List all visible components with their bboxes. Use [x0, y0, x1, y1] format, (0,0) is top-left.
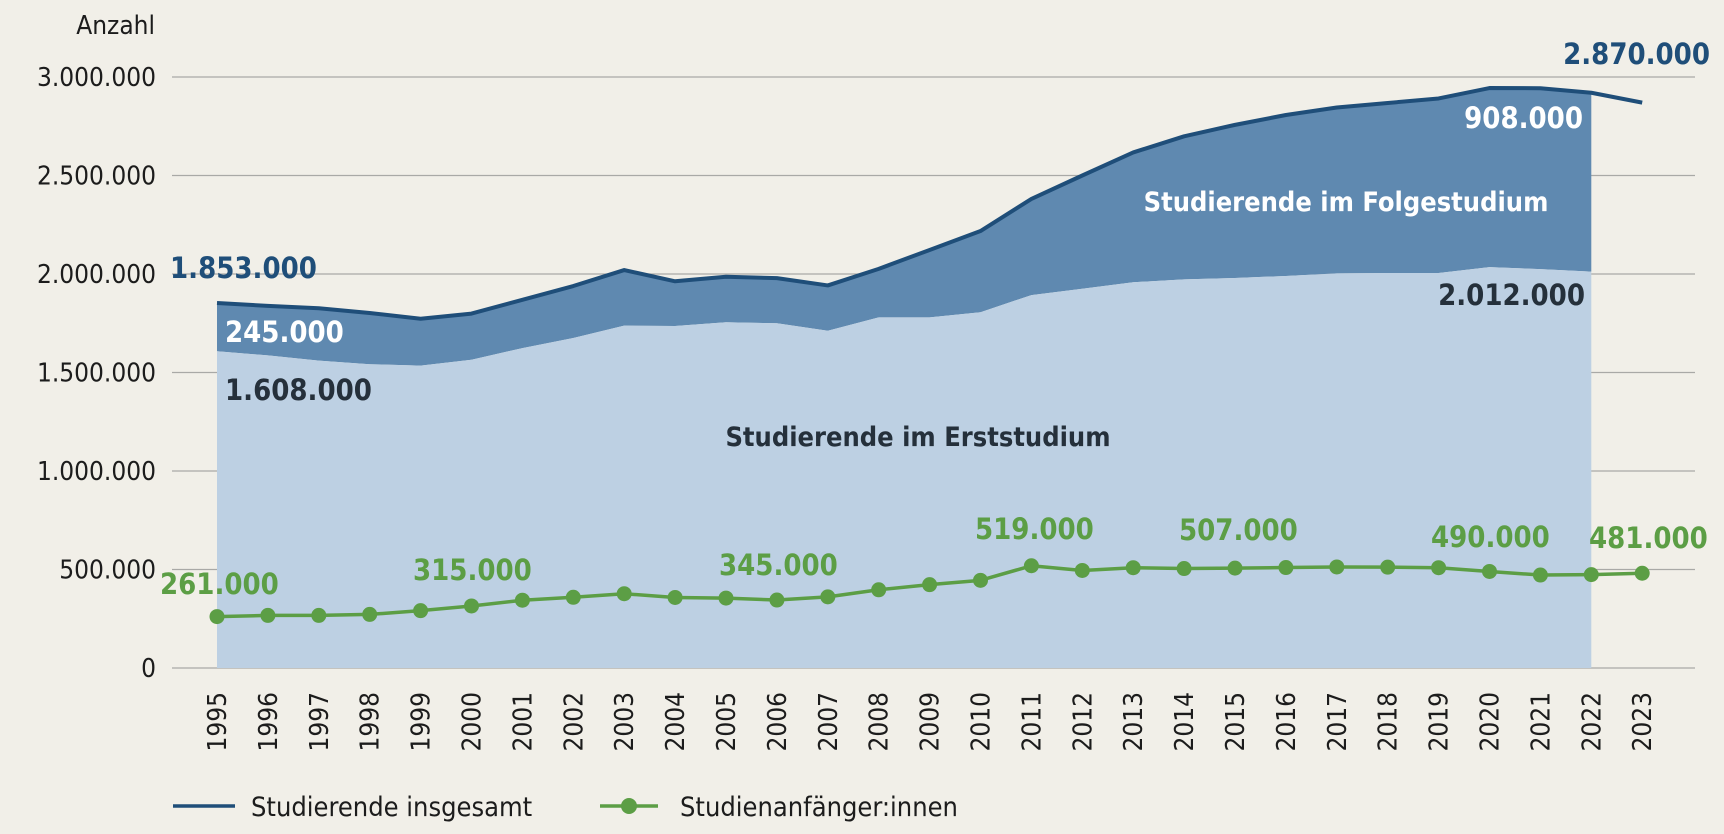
- label-layer: 1.853.000 245.000 1.608.000 2.870.000 908.00…: [160, 37, 1710, 601]
- value-label: 245.000: [225, 315, 344, 349]
- point-studienanfaenger: [514, 592, 530, 608]
- x-tick-label: 2016: [1272, 692, 1302, 752]
- x-tick-label: 2007: [814, 692, 844, 752]
- point-studienanfaenger: [1583, 567, 1599, 583]
- x-tick-label: 2010: [967, 692, 997, 752]
- x-tick-label: 1995: [203, 692, 233, 752]
- x-tick-label: 2008: [865, 692, 895, 752]
- point-studienanfaenger: [311, 607, 327, 623]
- point-studienanfaenger: [769, 592, 785, 608]
- y-tick-label: 2.000.000: [37, 260, 156, 290]
- point-studienanfaenger: [209, 609, 225, 625]
- value-label: 2.870.000: [1563, 37, 1710, 71]
- value-label: 481.000: [1589, 521, 1708, 555]
- value-label: 345.000: [719, 548, 838, 582]
- point-studienanfaenger: [1329, 559, 1345, 575]
- point-studienanfaenger: [565, 589, 581, 605]
- x-tick-label: 1996: [254, 692, 284, 752]
- x-tick-label: 1999: [407, 692, 437, 752]
- y-tick-label: 0: [141, 654, 156, 684]
- legend-marker-dot: [621, 798, 637, 814]
- line-studierende-insgesamt: [216, 86, 1643, 321]
- point-studienanfaenger: [1278, 560, 1294, 576]
- x-tick-label: 2013: [1119, 692, 1149, 752]
- point-studienanfaenger: [1176, 561, 1192, 577]
- point-studienanfaenger: [1532, 567, 1548, 583]
- x-tick-label: 2012: [1068, 692, 1098, 752]
- legend-label: Studierende insgesamt: [251, 792, 532, 823]
- point-studienanfaenger: [1227, 560, 1243, 576]
- point-studienanfaenger: [1023, 558, 1039, 574]
- point-studienanfaenger: [1074, 562, 1090, 578]
- y-axis-label: Anzahl: [76, 11, 155, 41]
- y-tick-label: 2.500.000: [37, 162, 156, 192]
- point-studienanfaenger: [260, 607, 276, 623]
- x-tick-label: 2017: [1323, 692, 1353, 752]
- x-tick-label: 2003: [610, 692, 640, 752]
- y-tick-label: 3.000.000: [37, 63, 156, 93]
- value-label: 1.608.000: [225, 373, 372, 407]
- region-label: Studierende im Folgestudium: [1144, 187, 1549, 218]
- x-tick-label: 2018: [1374, 692, 1404, 752]
- value-label: 490.000: [1431, 520, 1550, 554]
- x-tick-label: 2021: [1526, 692, 1556, 752]
- y-tick-label: 500.000: [59, 556, 156, 586]
- x-tick-label: 2023: [1628, 692, 1658, 752]
- x-tick-label: 2022: [1577, 692, 1607, 752]
- y-tick-label: 1.500.000: [37, 359, 156, 389]
- point-studienanfaenger: [1634, 565, 1650, 581]
- point-studienanfaenger: [922, 577, 938, 593]
- point-studienanfaenger: [667, 589, 683, 605]
- line-layer: [209, 86, 1650, 625]
- x-tick-label: 2015: [1221, 692, 1251, 752]
- point-studienanfaenger: [1380, 559, 1396, 575]
- x-tick-label: 2011: [1017, 692, 1047, 752]
- legend-label: Studienanfänger:innen: [680, 792, 958, 823]
- axis-layer: 0 500.000 1.000.000 1.500.000 2.000.000 2.500…: [37, 11, 1658, 752]
- point-studienanfaenger: [413, 603, 429, 619]
- value-label: 2.012.000: [1438, 278, 1585, 312]
- legend-layer: Studierende insgesamt Studienanfänger:inn…: [173, 792, 958, 823]
- x-tick-label: 1998: [356, 692, 386, 752]
- value-label: 315.000: [413, 553, 532, 587]
- value-label: 507.000: [1179, 513, 1298, 547]
- point-studienanfaenger: [820, 589, 836, 605]
- point-studienanfaenger: [1431, 560, 1447, 576]
- x-tick-label: 2005: [712, 692, 742, 752]
- x-tick-label: 2000: [458, 692, 488, 752]
- region-label: Studierende im Erststudium: [725, 422, 1110, 453]
- point-studienanfaenger: [871, 582, 887, 598]
- point-studienanfaenger: [973, 572, 988, 588]
- x-tick-label: 2001: [508, 692, 538, 752]
- x-tick-label: 2014: [1170, 692, 1200, 752]
- value-label: 519.000: [975, 512, 1094, 546]
- x-tick-label: 2004: [661, 692, 691, 752]
- area-folgestudium: [217, 88, 1592, 366]
- point-studienanfaenger: [616, 586, 632, 602]
- x-tick-label: 2020: [1476, 692, 1506, 752]
- point-studienanfaenger: [718, 590, 734, 606]
- x-tick-label: 1997: [305, 692, 335, 752]
- point-studienanfaenger: [464, 598, 479, 614]
- value-label: 261.000: [160, 567, 279, 601]
- value-label: 1.853.000: [170, 251, 317, 285]
- x-tick-label: 2019: [1425, 692, 1455, 752]
- x-tick-label: 2009: [916, 692, 946, 752]
- value-label: 908.000: [1464, 101, 1583, 135]
- x-tick-label: 2006: [763, 692, 793, 752]
- y-tick-label: 1.000.000: [37, 457, 156, 487]
- point-studienanfaenger: [1125, 560, 1141, 576]
- point-studienanfaenger: [1482, 563, 1497, 579]
- point-studienanfaenger: [362, 606, 378, 622]
- x-tick-label: 2002: [559, 692, 589, 752]
